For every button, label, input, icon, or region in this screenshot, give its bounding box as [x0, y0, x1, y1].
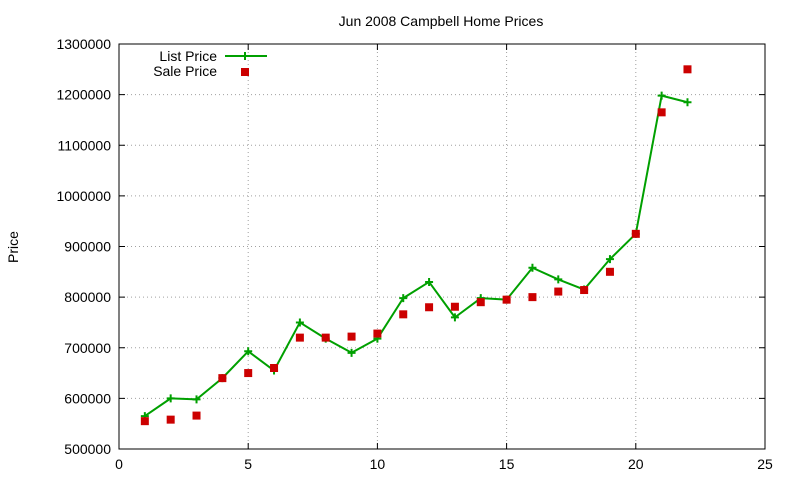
series-sale-price	[140, 65, 692, 426]
data-point	[166, 394, 175, 403]
data-point	[450, 313, 459, 322]
data-point	[347, 348, 356, 357]
y-tick-label: 600000	[64, 390, 111, 406]
legend-label-list-price: List Price	[159, 48, 217, 64]
data-point	[140, 417, 149, 426]
data-point	[528, 263, 537, 272]
y-tick-label: 900000	[64, 239, 111, 255]
data-point	[399, 310, 408, 319]
data-point	[683, 65, 692, 74]
legend-label-sale-price: Sale Price	[153, 63, 217, 79]
chart-title: Jun 2008 Campbell Home Prices	[339, 13, 544, 29]
data-point	[244, 347, 253, 356]
data-point	[450, 302, 459, 311]
x-tick-label: 20	[628, 456, 644, 472]
data-point	[502, 295, 511, 304]
y-tick-label: 1200000	[56, 87, 111, 103]
data-point	[425, 303, 434, 312]
series	[140, 65, 692, 426]
x-tick-label: 5	[244, 456, 252, 472]
data-point	[373, 329, 382, 338]
data-point	[554, 287, 563, 296]
data-point	[657, 91, 666, 100]
x-tick-label: 10	[370, 456, 386, 472]
legend-marker-sale-price	[241, 68, 249, 76]
data-point	[476, 298, 485, 307]
y-tick-label: 1000000	[56, 188, 111, 204]
y-tick-label: 800000	[64, 289, 111, 305]
data-point	[580, 286, 589, 295]
data-point	[295, 318, 304, 327]
x-tick-label: 25	[757, 456, 773, 472]
data-point	[631, 229, 640, 238]
data-point	[192, 395, 201, 404]
data-point	[347, 332, 356, 341]
data-point	[605, 267, 614, 276]
data-point	[399, 294, 408, 303]
data-point	[528, 293, 537, 302]
y-tick-label: 1100000	[58, 137, 112, 153]
grid	[119, 44, 765, 449]
x-tick-label: 15	[499, 456, 515, 472]
data-point	[244, 369, 253, 378]
legend-marker-list-price	[241, 52, 249, 60]
data-point	[295, 333, 304, 342]
data-point	[270, 364, 279, 372]
data-point	[605, 255, 614, 264]
data-point	[657, 108, 666, 117]
y-tick-label: 1300000	[56, 36, 111, 52]
y-tick-label: 700000	[64, 340, 111, 356]
series-line-list-price	[144, 94, 688, 417]
data-point	[321, 333, 330, 342]
data-point	[218, 374, 227, 383]
data-point	[554, 275, 563, 284]
x-tick-label: 0	[115, 456, 123, 472]
data-point	[192, 411, 201, 420]
legend: List Price Sale Price	[153, 48, 267, 79]
axis-ticks: 0 5 10 15 20 25 500000 600000 700000 800000 900000…	[56, 36, 773, 472]
legend-item-list-price: List Price	[159, 48, 267, 64]
data-point	[425, 277, 434, 286]
series-list-price	[140, 91, 692, 421]
data-point	[683, 98, 692, 107]
y-tick-label: 500000	[64, 441, 111, 457]
data-point	[166, 415, 175, 424]
y-axis-label: Price	[5, 231, 21, 263]
legend-item-sale-price: Sale Price	[153, 63, 249, 79]
